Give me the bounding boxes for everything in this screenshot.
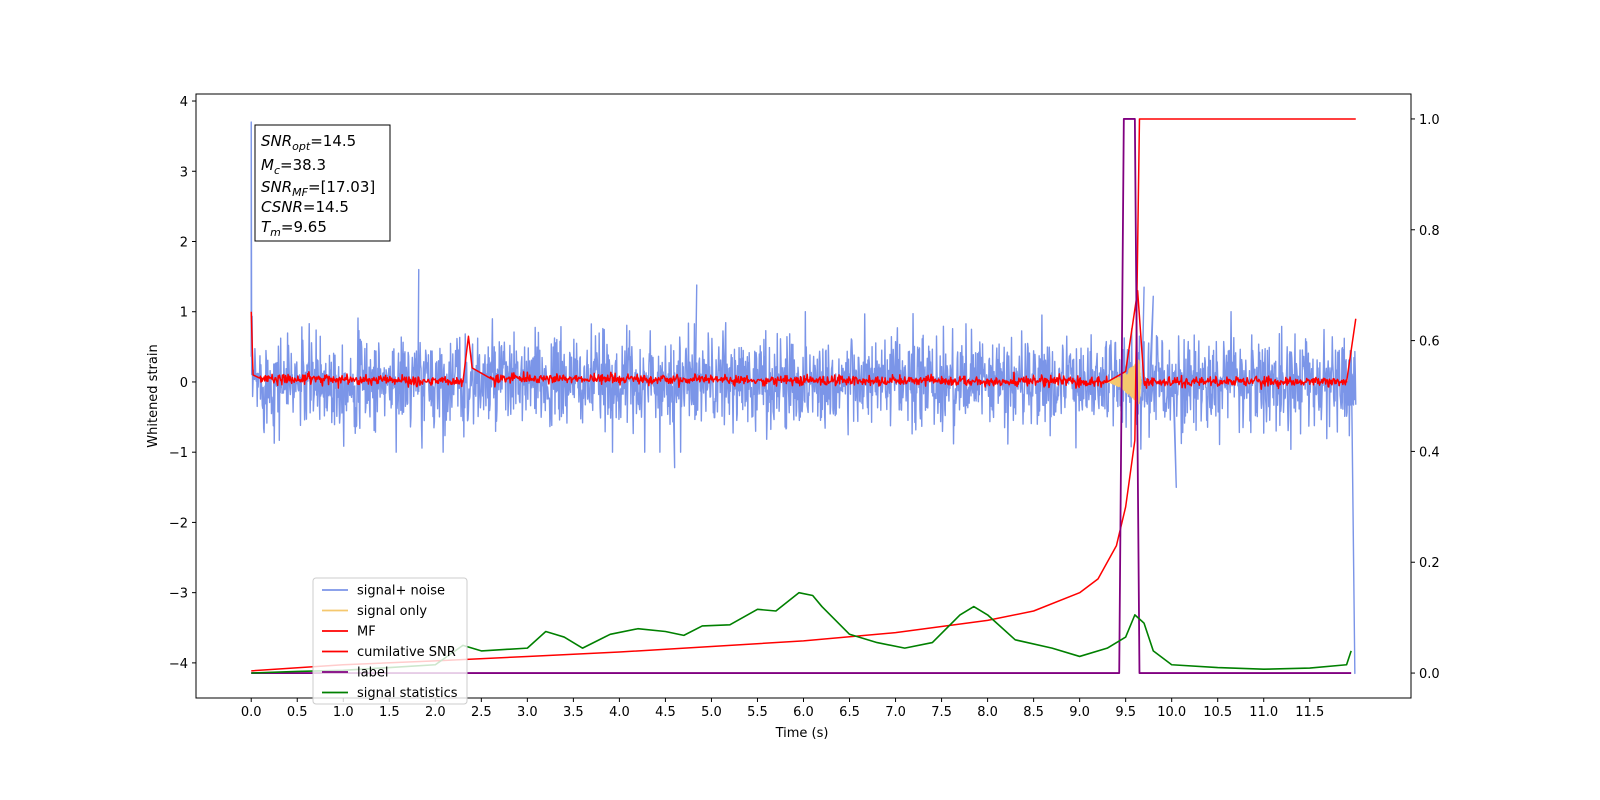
y-tick-label: 0 (180, 376, 188, 391)
y2-tick-label: 0.8 (1419, 224, 1440, 239)
x-tick-label: 3.5 (563, 705, 584, 720)
x-tick-label: 2.0 (425, 705, 446, 720)
y-axis-label: Whitened strain (146, 344, 161, 447)
legend-label: MF (357, 625, 376, 640)
info-csnr: CSNR=14.5 (261, 198, 349, 216)
y-tick-label: −2 (169, 516, 188, 531)
y-axis-left: 4 3 2 1 0 −1 −2 −3 −4 (169, 95, 196, 672)
y-tick-label: −4 (169, 657, 188, 672)
y2-tick-label: 0.4 (1419, 445, 1440, 460)
info-snr-mf: SNRMF=[17.03] (261, 178, 375, 199)
y2-tick-label: 0.2 (1419, 556, 1440, 571)
legend-label: label (357, 666, 388, 681)
info-box-frame (254, 124, 391, 242)
legend-entries: signal+ noise signal only MF cumilative SNR… (322, 584, 458, 701)
x-tick-label: 8.0 (977, 705, 998, 720)
y-tick-label: −3 (169, 587, 188, 602)
x-tick-label: 0.0 (241, 705, 262, 720)
x-tick-label: 7.5 (931, 705, 952, 720)
x-tick-label: 4.5 (655, 705, 676, 720)
x-tick-label: 6.5 (839, 705, 860, 720)
x-tick-label: 1.5 (379, 705, 400, 720)
y-tick-label: 2 (180, 235, 188, 250)
legend-label: cumilative SNR (357, 645, 456, 660)
series-signal-statistics (251, 591, 1352, 674)
x-tick-label: 4.0 (609, 705, 630, 720)
y-tick-label: 1 (180, 306, 188, 321)
info-box: SNRopt=14.5 Mc=38.3 SNRMF=[17.03] CSNR=1… (254, 124, 391, 242)
x-tick-label: 10.5 (1203, 705, 1232, 720)
info-snr-opt: SNRopt=14.5 (261, 132, 356, 153)
info-tm: Tm=9.65 (261, 218, 327, 239)
series-mf (250, 289, 1357, 390)
series-signal-noise (250, 121, 1357, 675)
x-tick-label: 6.0 (793, 705, 814, 720)
y2-tick-label: 0.0 (1419, 667, 1440, 682)
x-tick-label: 9.0 (1069, 705, 1090, 720)
x-tick-label: 5.0 (701, 705, 722, 720)
y-tick-label: −1 (169, 446, 188, 461)
info-mc: Mc=38.3 (261, 156, 326, 177)
y-tick-label: 3 (180, 165, 188, 180)
y-axis-right: 1.0 0.8 0.6 0.4 0.2 0.0 (1411, 113, 1440, 682)
legend-frame (312, 577, 468, 705)
x-tick-label: 11.0 (1249, 705, 1278, 720)
series-label (251, 118, 1352, 674)
x-tick-label: 2.5 (471, 705, 492, 720)
legend: signal+ noise signal only MF cumilative SNR… (312, 577, 468, 705)
y-tick-label: 4 (180, 95, 188, 110)
legend-label: signal only (357, 604, 427, 619)
x-tick-label: 5.5 (747, 705, 768, 720)
x-axis: 0.0 0.5 1.0 1.5 2.0 2.5 3.0 3.5 4.0 4.5 5.0 5.5 6.0 6… (241, 698, 1324, 720)
x-axis-label: Time (s) (775, 726, 829, 741)
x-tick-label: 3.0 (517, 705, 538, 720)
x-tick-label: 11.5 (1295, 705, 1324, 720)
legend-label: signal+ noise (357, 584, 445, 599)
x-tick-label: 8.5 (1023, 705, 1044, 720)
y2-tick-label: 1.0 (1419, 113, 1440, 128)
x-tick-label: 9.5 (1115, 705, 1136, 720)
x-tick-label: 7.0 (885, 705, 906, 720)
x-tick-label: 1.0 (333, 705, 354, 720)
series-cumulative-snr (251, 118, 1356, 672)
legend-label: signal statistics (357, 686, 458, 701)
x-tick-label: 0.5 (287, 705, 308, 720)
series-layer (250, 118, 1357, 675)
y2-tick-label: 0.6 (1419, 335, 1440, 350)
x-tick-label: 10.0 (1157, 705, 1186, 720)
